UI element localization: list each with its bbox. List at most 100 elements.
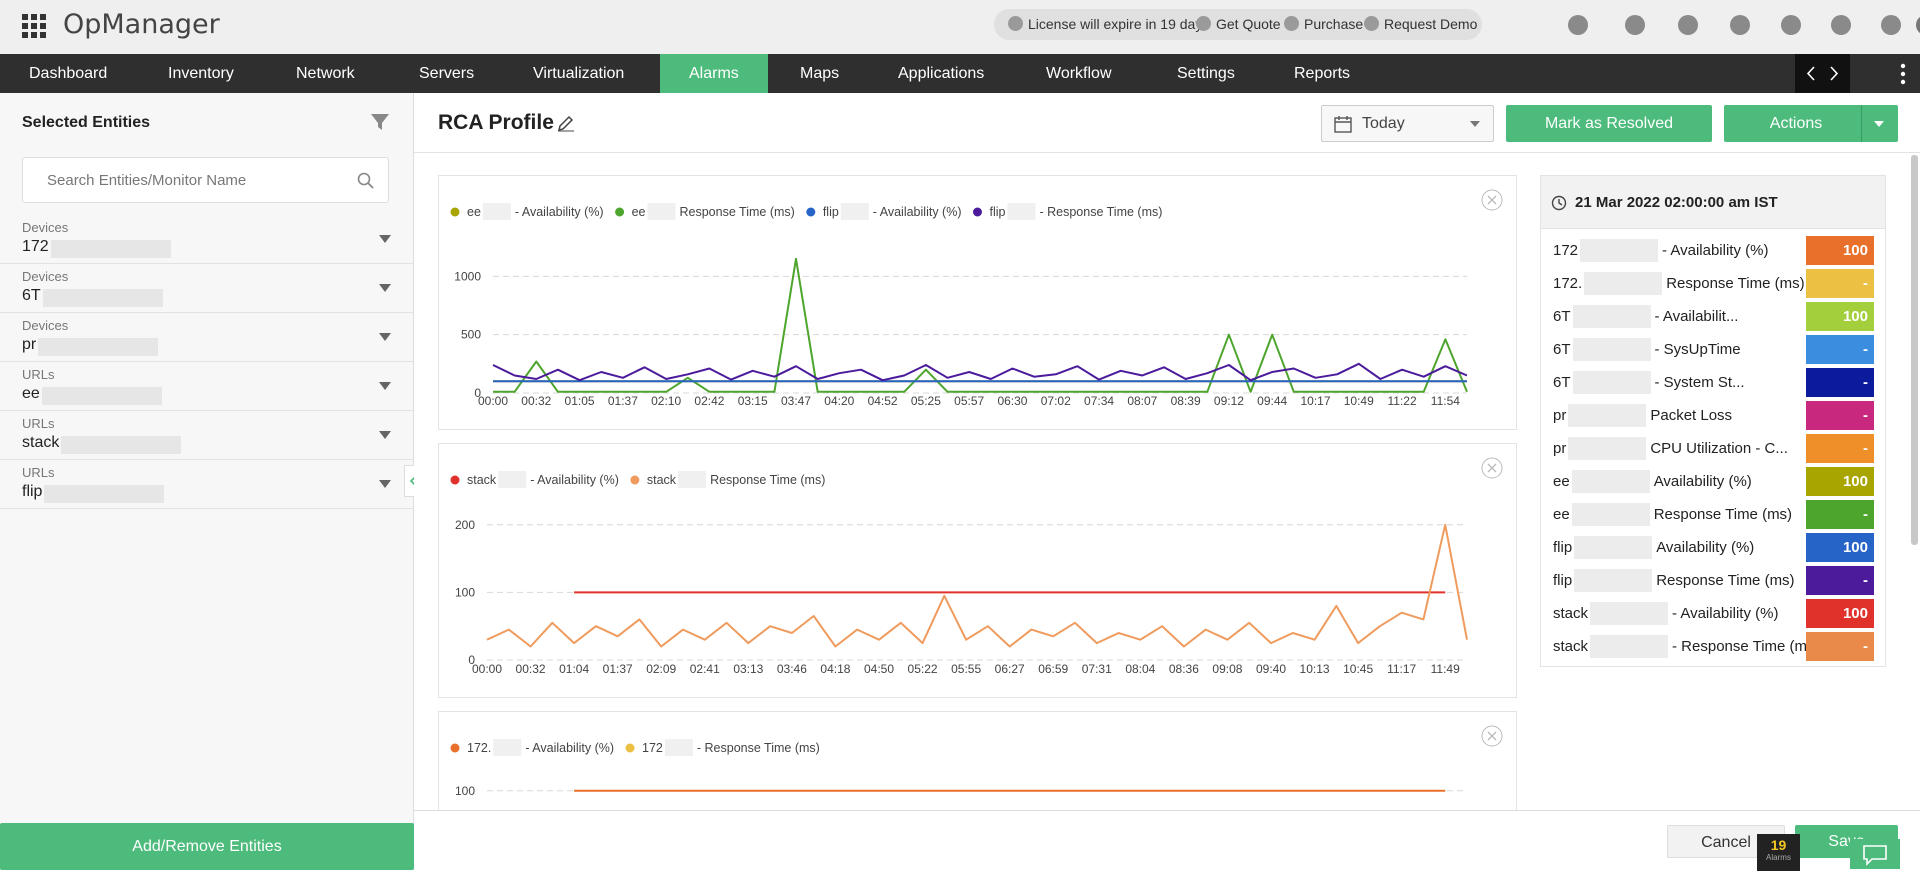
header-icon[interactable] [1568,15,1588,35]
x-tick-label: 11:49 [1431,662,1460,676]
x-tick-label: 01:05 [565,394,595,408]
x-tick-label: 00:00 [478,394,508,408]
row-value: - [1806,269,1874,298]
row-metric: Packet Loss [1650,407,1733,424]
nav-tab[interactable]: Reports [1294,65,1351,82]
row-metric: - Availability (%) [1672,605,1779,622]
row-metric: CPU Utilization - C... [1650,440,1788,457]
x-tick-label: 09:12 [1214,394,1244,408]
nav-tab[interactable]: Applications [898,65,985,82]
close-button[interactable] [1481,189,1503,211]
chart: 0 100 200 00:00 00:32 01:04 01:37 02:09 02:41 03:… [450,457,1503,676]
redaction [482,203,511,220]
summary-row: pr Packet Loss - [1541,399,1885,432]
edit-icon[interactable] [556,113,576,133]
row-entity: pr [1553,407,1567,424]
header-icon[interactable] [1881,15,1901,35]
redaction [1571,503,1650,526]
entity-row[interactable]: URLs flip [0,460,413,509]
chat-icon[interactable] [1850,839,1900,869]
x-tick-label: 06:27 [995,662,1025,676]
nav-tab[interactable]: Settings [1177,65,1235,82]
entity-name: 172 [22,238,49,255]
nav-tab[interactable]: Workflow [1046,65,1112,82]
nav-tab[interactable]: Virtualization [533,65,625,82]
y-tick-label: 0 [468,653,475,667]
toolbar-divider [414,152,1920,153]
row-metric: - System St... [1654,374,1745,391]
period-select[interactable]: Today [1321,105,1494,142]
x-tick-label: 05:22 [908,662,938,676]
header-icon[interactable] [1730,15,1750,35]
mark-resolved-button[interactable]: Mark as Resolved [1506,105,1712,142]
alarm-label: Alarms [1766,853,1791,862]
header-icon[interactable] [1781,15,1801,35]
close-x [1487,195,1497,205]
x-tick-label: 08:36 [1169,662,1199,676]
y-tick-label: 200 [455,518,475,532]
x-tick-label: 03:46 [777,662,807,676]
legend-dot [450,743,460,753]
entity-row[interactable]: Devices 6T [0,264,413,313]
chart: 0 500 1000 00:00 00:32 01:05 01:37 02:10 02:42 03… [450,189,1503,408]
header-link[interactable]: Get Quote [1216,16,1281,32]
close-button[interactable] [1481,725,1503,747]
main-nav: Dashboard Inventory Network Servers Virtuali… [0,54,1920,93]
nav-tab[interactable]: Inventory [168,65,234,82]
header-link[interactable]: Request Demo [1384,16,1478,32]
actions-button[interactable]: Actions [1724,105,1898,142]
alarm-badge[interactable]: 19 Alarms [1757,834,1800,871]
filter-icon[interactable] [370,112,390,132]
header-icon[interactable] [1625,15,1645,35]
series-line [486,523,1468,648]
footer-bar: Cancel Save 19 Alarms [414,810,1920,871]
legend-name: 172. [467,741,491,755]
row-entity: stack [1553,605,1589,622]
nav-tab[interactable]: Servers [419,65,475,82]
header-icon[interactable] [1916,15,1920,35]
entity-type: URLs [22,465,55,480]
x-tick-label: 10:17 [1300,394,1330,408]
add-remove-button[interactable]: Add/Remove Entities [0,823,414,870]
row-metric: Response Time (ms) [1656,572,1795,589]
entity-row[interactable]: Devices 172 [0,215,413,264]
nav-more[interactable] [1898,62,1908,86]
row-value: - [1806,335,1874,364]
nav-tab[interactable]: Alarms [660,54,768,93]
entity-row[interactable]: URLs ee [0,362,413,411]
entity-row[interactable]: Devices pr [0,313,413,362]
y-tick-label: 0 [474,386,481,400]
main-content: RCA Profile Today Mark as Resolved Actio… [414,93,1920,810]
app-grid-icon[interactable] [22,14,46,38]
redaction [1568,404,1647,427]
row-entity: 6T [1553,374,1571,391]
x-tick-label: 04:52 [868,394,898,408]
entity-row[interactable]: URLs stack [0,411,413,460]
x-tick-label: 02:10 [651,394,681,408]
x-tick-label: 06:30 [997,394,1027,408]
header-icon[interactable] [1678,15,1698,35]
x-tick-label: 05:57 [954,394,984,408]
nav-scroll-arrows[interactable] [1795,54,1850,93]
close-button[interactable] [1481,457,1503,479]
row-value: 100 [1806,302,1874,331]
search-box[interactable]: Search Entities/Monitor Name [22,157,389,203]
nav-tab[interactable]: Network [296,65,355,82]
nav-tab[interactable]: Dashboard [29,65,108,82]
x-tick-label: 07:34 [1084,394,1114,408]
x-tick-label: 04:50 [864,662,894,676]
x-tick-label: 08:39 [1171,394,1201,408]
redaction [50,240,171,258]
header-icon[interactable] [1831,15,1851,35]
x-tick-label: 04:20 [824,394,854,408]
x-tick-label: 09:44 [1257,394,1287,408]
legend-dot [630,475,640,485]
header-link[interactable]: Purchase [1304,16,1364,32]
scrollbar[interactable] [1911,155,1918,545]
period-label: Today [1362,115,1405,132]
x-tick-label: 05:55 [951,662,981,676]
summary-row: stack - Availability (%) 100 [1541,597,1885,630]
row-value: - [1806,500,1874,529]
redaction [1572,338,1651,361]
nav-tab[interactable]: Maps [800,65,840,82]
